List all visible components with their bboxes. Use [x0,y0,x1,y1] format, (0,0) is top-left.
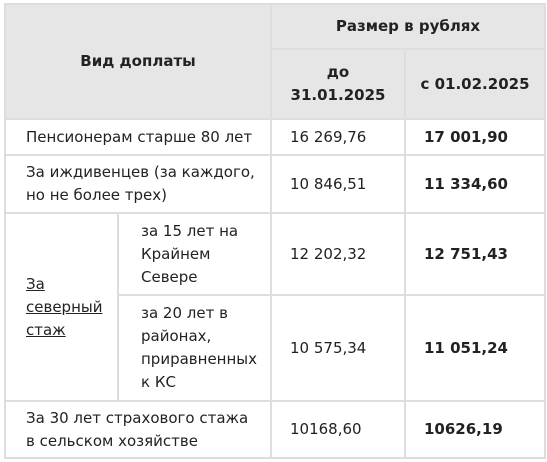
value-before: 10 575,34 [270,294,406,402]
northern-service-link[interactable]: За северный стаж [26,274,103,339]
value-after: 12 751,43 [403,212,547,296]
supplement-table: Вид доплаты Размер в рублях до 31.01.202… [4,3,547,459]
row-label: За иждивенцев (за каждого, но не более т… [4,154,272,214]
table-row: за 20 лет в районах, приравненных к КС 1… [5,294,547,402]
header-supplement-type: Вид доплаты [4,3,272,120]
northern-service-group[interactable]: За северный стаж [4,212,119,402]
value-after: 17 001,90 [403,118,547,156]
header-size-rubles: Размер в рублях [269,3,547,50]
row-label: за 20 лет в районах, приравненных к КС [117,294,272,402]
row-label: за 15 лет на Крайнем Севере [117,212,272,296]
value-before: 12 202,32 [270,212,406,296]
header-before-date: до 31.01.2025 [270,48,406,120]
value-after: 10626,19 [403,400,547,459]
header-after-date: с 01.02.2025 [403,48,547,120]
value-before: 16 269,76 [270,118,406,156]
table-row: Пенсионерам старше 80 лет 16 269,76 17 0… [4,118,547,156]
value-after: 11 334,60 [403,154,547,214]
table-row: За иждивенцев (за каждого, но не более т… [4,154,547,214]
value-before: 10168,60 [270,400,406,459]
value-after: 11 051,24 [403,294,547,402]
row-label: За 30 лет страхового стажа в сельском хо… [4,400,272,459]
table-row: За северный стаж за 15 лет на Крайнем Се… [4,212,547,402]
table-row: За 30 лет страхового стажа в сельском хо… [4,400,547,459]
row-label: Пенсионерам старше 80 лет [4,118,272,156]
value-before: 10 846,51 [270,154,406,214]
